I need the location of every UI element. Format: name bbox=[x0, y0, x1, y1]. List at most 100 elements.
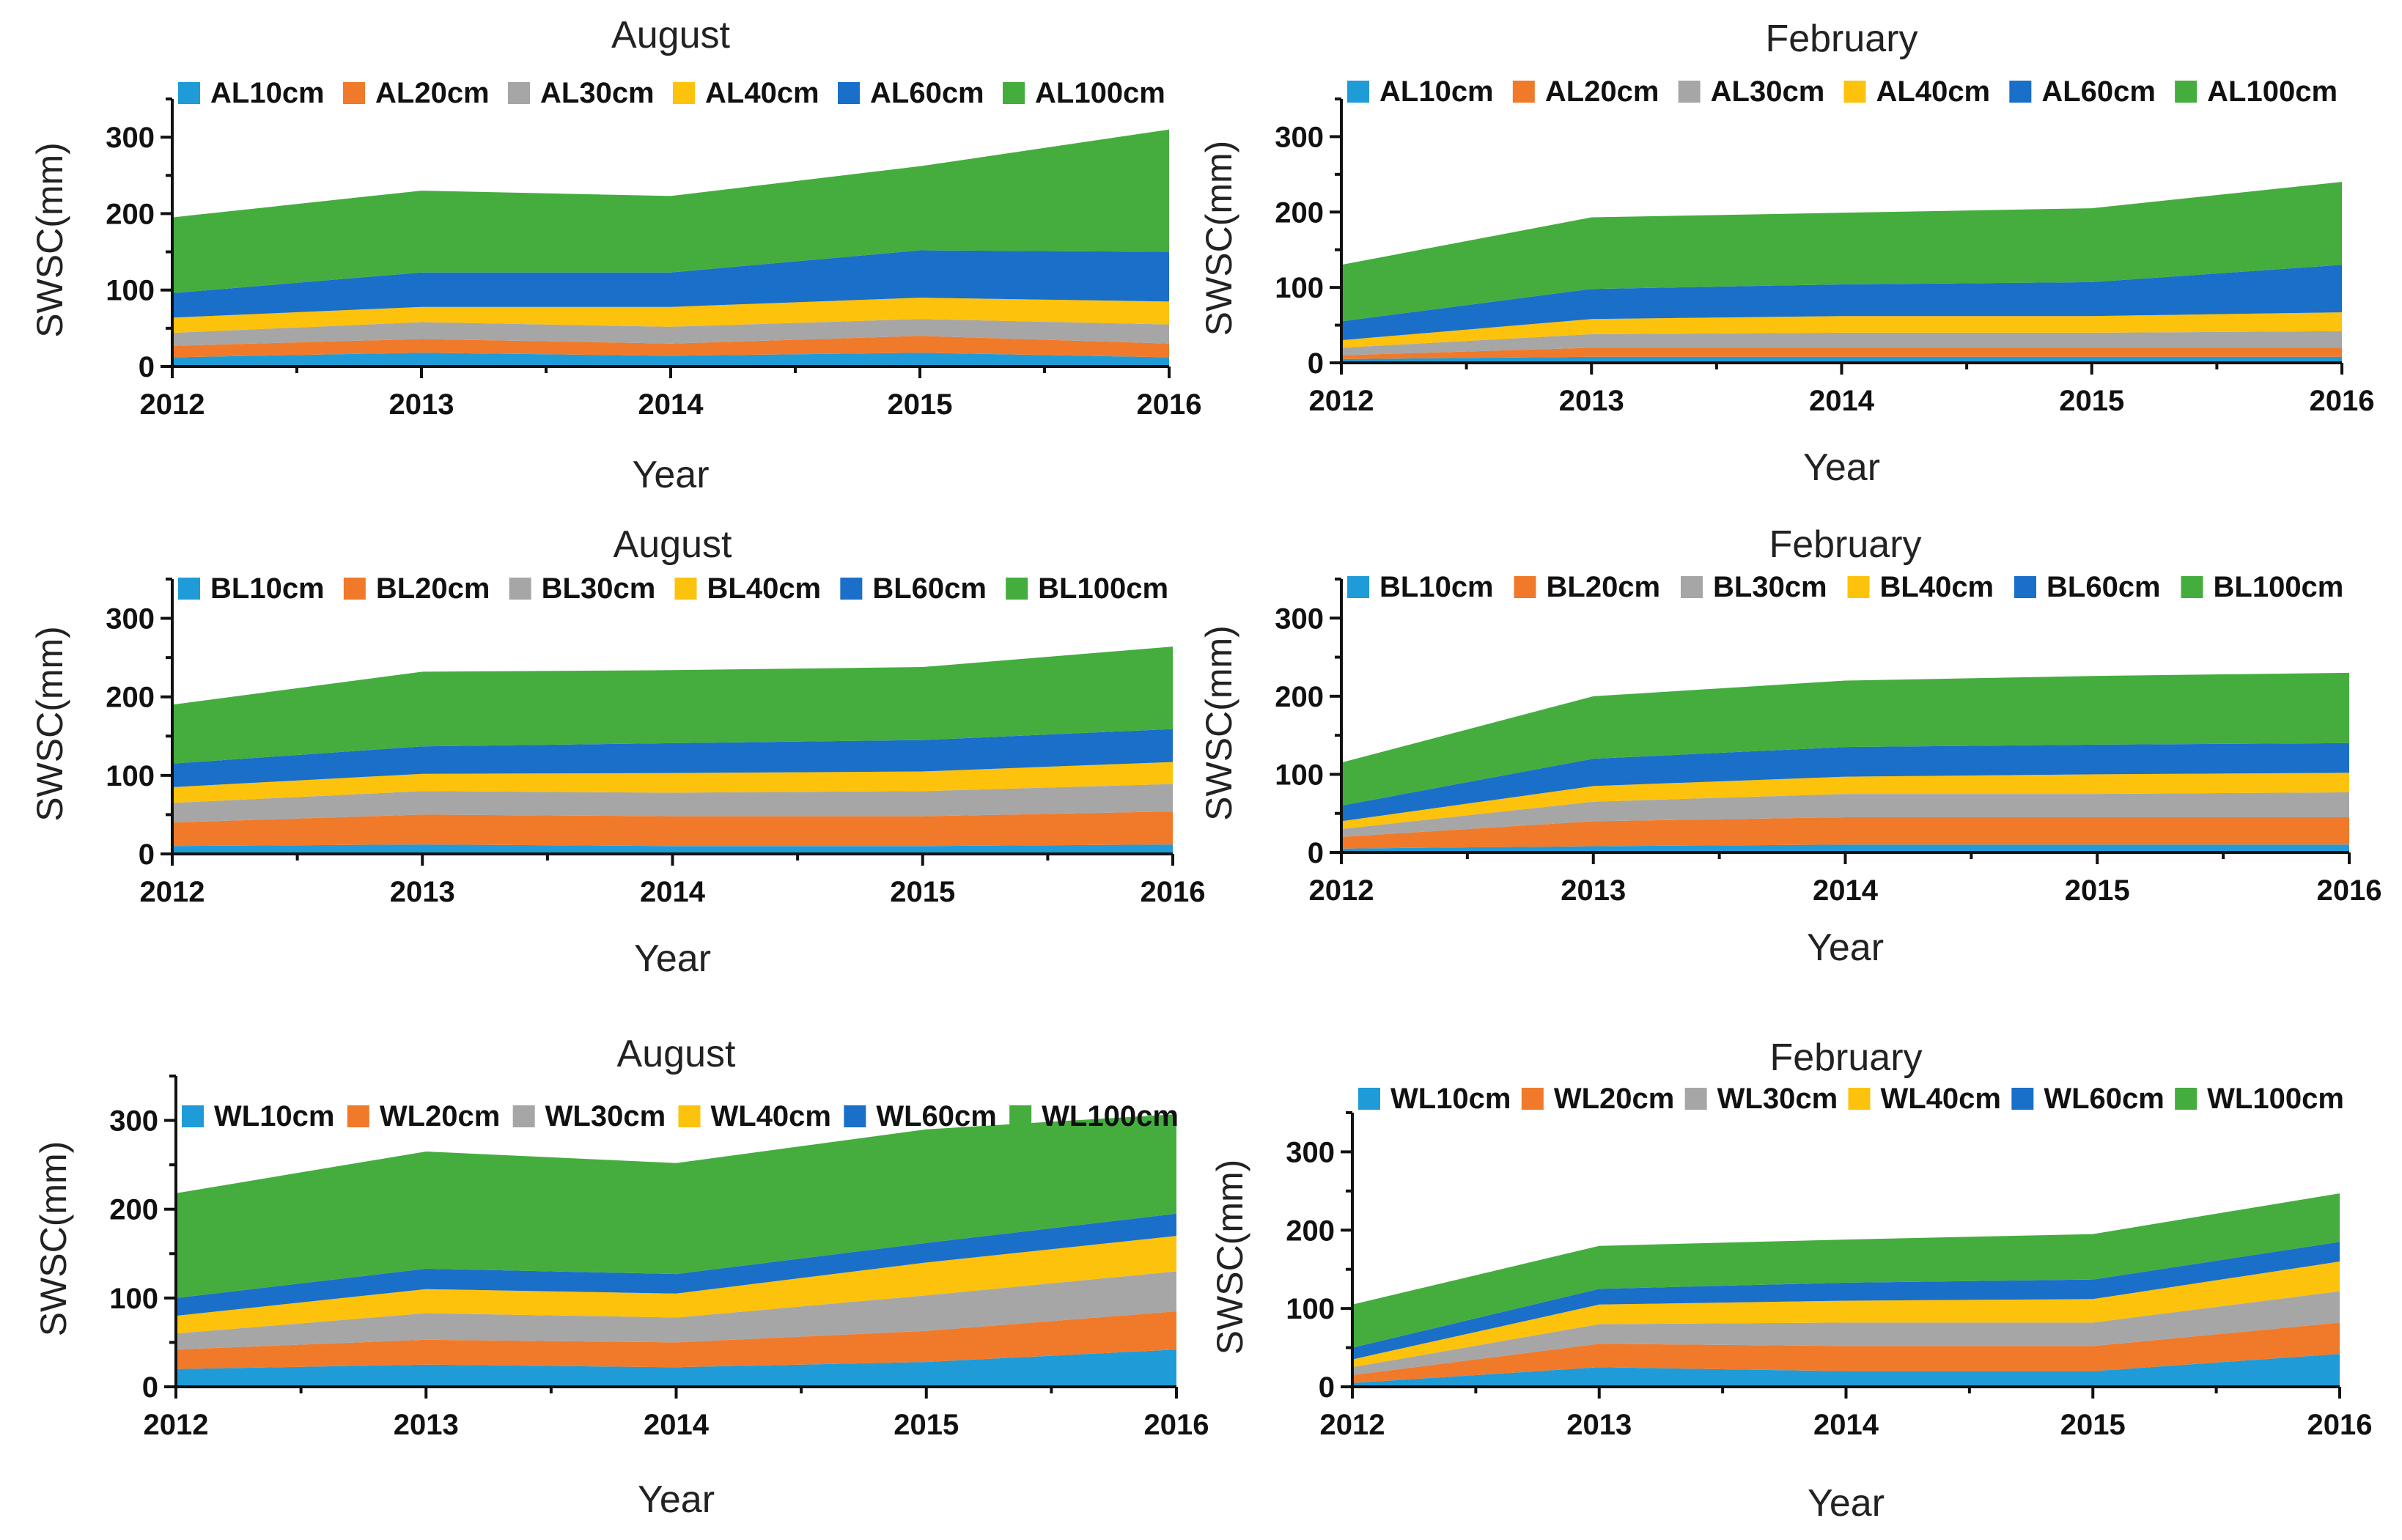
chart-panel-3: 0 100 200 300 2012 2013 2014 2015 2016 August Year… bbox=[29, 523, 1205, 980]
x-axis-label: Year bbox=[638, 1478, 715, 1521]
area-BL40cm bbox=[1341, 773, 2349, 829]
x-tick-label: 2012 bbox=[1309, 385, 1374, 417]
y-tick-label: 0 bbox=[139, 351, 155, 383]
legend-swatch-AL60cm bbox=[2009, 81, 2032, 103]
area-AL20cm bbox=[172, 336, 1169, 358]
legend-swatch-AL20cm bbox=[1512, 81, 1535, 103]
area-BL30cm bbox=[172, 784, 1173, 823]
y-tick-label: 0 bbox=[1308, 347, 1324, 380]
legend-swatch-BL100cm bbox=[1006, 578, 1028, 600]
legend-label-WL30cm: WL30cm bbox=[1717, 1083, 1838, 1115]
legend-label-BL10cm: BL10cm bbox=[1379, 571, 1494, 603]
y-tick-label: 300 bbox=[1275, 603, 1324, 635]
legend-swatch-BL40cm bbox=[1847, 576, 1870, 598]
y-tick-label: 200 bbox=[1275, 196, 1324, 229]
legend-label-BL20cm: BL20cm bbox=[1547, 571, 1661, 603]
area-AL10cm bbox=[1341, 356, 2342, 363]
legend-swatch-AL40cm bbox=[673, 82, 695, 104]
legend-label-WL40cm: WL40cm bbox=[1881, 1083, 2002, 1115]
area-WL100cm bbox=[1352, 1193, 2340, 1348]
legend-swatch-WL10cm bbox=[182, 1105, 204, 1127]
legend-label-BL40cm: BL40cm bbox=[707, 572, 822, 605]
legend-swatch-WL20cm bbox=[1521, 1088, 1544, 1110]
legend-swatch-AL10cm bbox=[178, 82, 200, 104]
legend-label-AL60cm: AL60cm bbox=[870, 77, 984, 109]
y-axis-label: SWSC(mm) bbox=[1198, 625, 1239, 821]
y-axis-label: SWSC(mm) bbox=[29, 142, 70, 338]
x-tick-label: 2016 bbox=[1144, 1409, 1209, 1441]
area-WL30cm bbox=[1352, 1291, 2340, 1375]
legend-label-BL30cm: BL30cm bbox=[1713, 571, 1827, 603]
legend-swatch-WL100cm bbox=[2175, 1088, 2197, 1110]
legend-swatch-WL40cm bbox=[678, 1105, 701, 1127]
chart-title: February bbox=[1765, 18, 1917, 60]
area-WL40cm bbox=[176, 1236, 1176, 1334]
legend-swatch-WL40cm bbox=[1848, 1088, 1871, 1110]
x-tick-label: 2014 bbox=[1809, 385, 1875, 417]
x-tick-label: 2014 bbox=[1813, 1409, 1879, 1441]
area-WL20cm bbox=[176, 1311, 1176, 1369]
legend-swatch-BL30cm bbox=[1681, 576, 1703, 598]
x-tick-label: 2013 bbox=[1566, 1409, 1632, 1441]
area-BL10cm bbox=[172, 844, 1173, 854]
area-AL30cm bbox=[172, 319, 1169, 346]
y-tick-label: 100 bbox=[106, 275, 155, 307]
legend-swatch-BL100cm bbox=[2181, 576, 2203, 598]
legend-swatch-AL100cm bbox=[1003, 82, 1025, 104]
legend-swatch-BL10cm bbox=[1347, 576, 1369, 598]
area-BL40cm bbox=[172, 762, 1173, 803]
legend-label-WL10cm: WL10cm bbox=[214, 1100, 335, 1132]
y-tick-label: 200 bbox=[1275, 681, 1324, 713]
area-AL40cm bbox=[1341, 312, 2342, 348]
y-tick-label: 300 bbox=[106, 603, 155, 635]
legend-label-BL30cm: BL30cm bbox=[542, 572, 656, 605]
legend-swatch-BL40cm bbox=[674, 578, 697, 600]
legend-swatch-AL10cm bbox=[1347, 81, 1369, 103]
legend-label-WL60cm: WL60cm bbox=[876, 1100, 997, 1132]
area-AL100cm bbox=[1341, 182, 2342, 322]
y-tick-label: 300 bbox=[1275, 121, 1324, 153]
chart-panel-6: 0 100 200 300 2012 2013 2014 2015 2016 February Ye… bbox=[1209, 1036, 2372, 1525]
area-BL30cm bbox=[1341, 792, 2349, 837]
x-tick-label: 2014 bbox=[640, 876, 706, 908]
area-BL10cm bbox=[1341, 844, 2349, 852]
x-tick-label: 2016 bbox=[1141, 876, 1206, 908]
y-tick-label: 100 bbox=[109, 1283, 158, 1315]
x-tick-label: 2015 bbox=[2060, 1409, 2126, 1441]
y-tick-label: 100 bbox=[1275, 759, 1324, 791]
y-tick-label: 0 bbox=[139, 839, 155, 871]
legend-label-BL60cm: BL60cm bbox=[872, 572, 987, 605]
x-axis-label: Year bbox=[632, 454, 709, 496]
y-tick-label: 100 bbox=[1275, 272, 1324, 304]
chart-panel-4: 0 100 200 300 2012 2013 2014 2015 2016 February Ye… bbox=[1198, 523, 2381, 969]
chart-title: August bbox=[617, 1033, 736, 1075]
area-BL100cm bbox=[172, 646, 1173, 764]
legend-label-AL30cm: AL30cm bbox=[540, 77, 655, 109]
chart-panel-1: 0 100 200 300 2012 2013 2014 2015 2016 August Year… bbox=[29, 14, 1201, 496]
legend-swatch-BL10cm bbox=[178, 578, 200, 600]
x-tick-label: 2012 bbox=[140, 388, 205, 421]
legend-swatch-BL60cm bbox=[2014, 576, 2036, 598]
legend-label-WL30cm: WL30cm bbox=[545, 1100, 666, 1132]
x-tick-label: 2012 bbox=[144, 1409, 209, 1441]
area-AL60cm bbox=[172, 250, 1169, 318]
legend-swatch-BL30cm bbox=[509, 578, 531, 600]
legend-swatch-BL20cm bbox=[1514, 576, 1536, 598]
x-tick-label: 2013 bbox=[390, 876, 455, 908]
x-axis-label: Year bbox=[1807, 926, 1884, 969]
x-tick-label: 2014 bbox=[1813, 874, 1879, 907]
legend-label-WL60cm: WL60cm bbox=[2044, 1083, 2165, 1115]
area-BL60cm bbox=[1341, 743, 2349, 822]
area-WL40cm bbox=[1352, 1261, 2340, 1368]
area-WL10cm bbox=[1352, 1354, 2340, 1387]
legend-label-AL60cm: AL60cm bbox=[2041, 75, 2156, 108]
legend-swatch-AL40cm bbox=[1843, 81, 1866, 103]
legend-swatch-AL30cm bbox=[508, 82, 530, 104]
legend-swatch-WL60cm bbox=[844, 1105, 866, 1127]
area-WL100cm bbox=[176, 1114, 1176, 1298]
legend-swatch-BL60cm bbox=[840, 578, 863, 600]
area-BL100cm bbox=[1341, 672, 2349, 806]
legend-swatch-WL30cm bbox=[512, 1105, 535, 1127]
legend-label-AL10cm: AL10cm bbox=[1379, 75, 1494, 108]
